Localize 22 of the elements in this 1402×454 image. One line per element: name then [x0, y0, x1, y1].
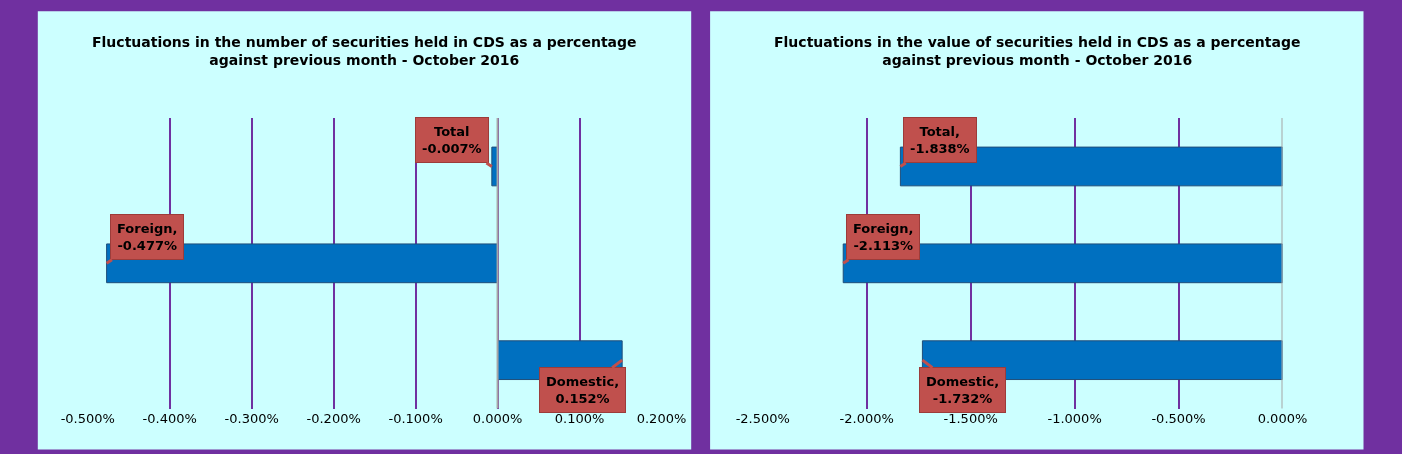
- x-tick-label: -0.500%: [60, 410, 115, 426]
- data-label: Foreign, -0.477%: [117, 221, 178, 253]
- x-tick-label: -0.300%: [224, 410, 279, 426]
- x-tick-label: -1.500%: [943, 410, 998, 426]
- data-label: Domestic, -1.732%: [926, 374, 1000, 406]
- chart-title: Fluctuations in the value of securities held in CDS as a percentage against previous month - October 2016: [774, 34, 1301, 69]
- x-tick-label: -2.500%: [735, 410, 790, 426]
- x-tick-label: -0.500%: [1151, 410, 1206, 426]
- x-tick-label: -2.000%: [839, 410, 894, 426]
- x-tick-label: 0.100%: [554, 410, 605, 426]
- x-tick-label: -0.100%: [388, 410, 443, 426]
- x-tick-label: 0.200%: [636, 410, 687, 426]
- data-label: Foreign, -2.113%: [853, 221, 914, 253]
- x-tick-label: -0.200%: [306, 410, 361, 426]
- chart-title: Fluctuations in the number of securities held in CDS as a percentage against previous month - October 2016: [92, 34, 637, 69]
- x-tick-label: 0.000%: [1257, 410, 1308, 426]
- x-tick-label: -0.400%: [142, 410, 197, 426]
- x-tick-label: 0.000%: [472, 410, 523, 426]
- data-label: Total, -1.838%: [910, 124, 970, 156]
- data-label: Total -0.007%: [422, 124, 482, 156]
- data-label: Domestic, 0.152%: [546, 374, 620, 406]
- x-tick-label: -1.000%: [1047, 410, 1102, 426]
